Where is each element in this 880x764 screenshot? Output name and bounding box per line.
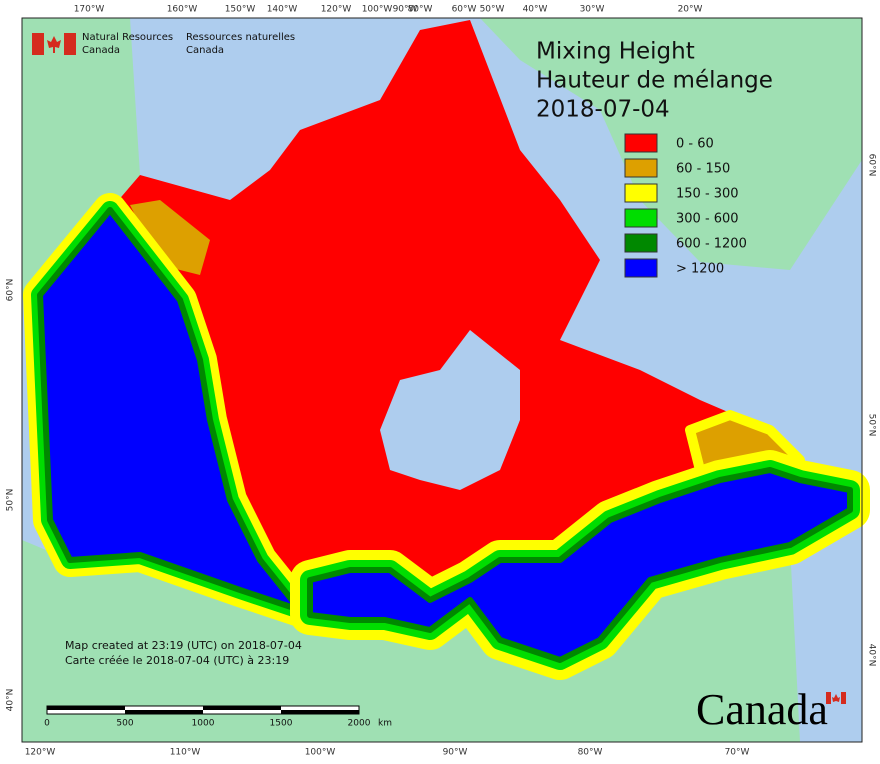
legend-swatch (624, 158, 658, 178)
longitude-label: 170°W (74, 5, 105, 15)
longitude-label: 90°W (393, 5, 418, 15)
longitude-label: 20°W (678, 5, 703, 15)
title: Mixing Height (536, 39, 695, 65)
longitude-label: 50°W (480, 5, 505, 15)
hudson-bay (380, 330, 520, 490)
west-zone (23, 193, 317, 627)
agency-fr: Ressources naturelles (186, 32, 295, 43)
title-date: 2018-07-04 (536, 97, 670, 123)
scale-label: 1500 (270, 719, 293, 729)
wordmark-flag (826, 692, 846, 704)
title-fr: Hauteur de mélange (536, 68, 773, 94)
longitude-label: 60°W (452, 5, 477, 15)
legend-label: 60 - 150 (676, 162, 730, 177)
south-zone (290, 450, 870, 680)
scale-label: 1000 (192, 719, 215, 729)
legend-label: > 1200 (676, 262, 724, 277)
zone (130, 200, 210, 275)
longitude-label: 140°W (267, 5, 298, 15)
longitude-label: 70°W (725, 748, 750, 758)
agency-en-country: Canada (82, 45, 120, 56)
longitude-label: 160°W (167, 5, 198, 15)
latitude-label: 60°N (6, 279, 16, 302)
latitude-label: 40°N (6, 689, 16, 712)
longitude-label: 120°W (321, 5, 352, 15)
agency-en: Natural Resources (82, 32, 173, 43)
scale-label: 0 (44, 719, 50, 729)
legend-swatch (624, 233, 658, 253)
wordmark: Canada (696, 685, 828, 734)
latitude-label: 50°N (6, 489, 16, 512)
longitude-label: 110°W (170, 748, 201, 758)
legend-label: 600 - 1200 (676, 237, 747, 252)
scale-label: 500 (116, 719, 133, 729)
legend-swatch (624, 133, 658, 153)
longitude-label: 100°W (362, 5, 393, 15)
longitude-label: 90°W (443, 748, 468, 758)
legend-label: 0 - 60 (676, 137, 714, 152)
scale-unit: km (378, 719, 392, 729)
agency-fr-country: Canada (186, 45, 224, 56)
credit-fr: Carte créée le 2018-07-04 (UTC) à 23:19 (65, 654, 289, 667)
credit-en: Map created at 23:19 (UTC) on 2018-07-04 (65, 639, 302, 652)
legend-swatch (624, 258, 658, 278)
latitude-label: 40°N (867, 644, 877, 667)
legend-swatch (624, 208, 658, 228)
longitude-label: 80°W (408, 5, 433, 15)
legend-label: 150 - 300 (676, 187, 739, 202)
alaska (22, 18, 140, 300)
greenland (480, 18, 862, 270)
longitude-label: 30°W (580, 5, 605, 15)
scale-bar (46, 705, 360, 715)
frame (21, 17, 863, 743)
longitude-label: 150°W (225, 5, 256, 15)
longitude-label: 100°W (305, 748, 336, 758)
legend-label: 300 - 600 (676, 212, 739, 227)
nrcan-logo (32, 33, 76, 55)
longitude-label: 120°W (25, 748, 56, 758)
legend-swatch (624, 183, 658, 203)
longitude-label: 80°W (578, 748, 603, 758)
longitude-label: 40°W (523, 5, 548, 15)
scale-label: 2000 (348, 719, 371, 729)
latitude-label: 60°N (867, 154, 877, 177)
latitude-label: 50°N (867, 414, 877, 437)
